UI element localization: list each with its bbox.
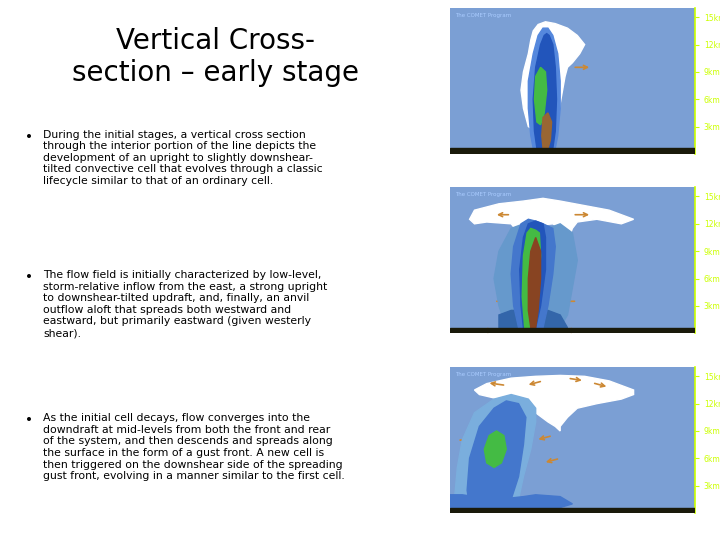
Text: The COMET Program: The COMET Program bbox=[455, 12, 511, 18]
Text: The COMET Program: The COMET Program bbox=[455, 372, 511, 377]
Polygon shape bbox=[534, 33, 557, 148]
Polygon shape bbox=[469, 198, 634, 242]
Polygon shape bbox=[455, 395, 536, 508]
Text: •: • bbox=[25, 270, 33, 284]
Text: As the initial cell decays, flow converges into the
downdraft at mid-levels from: As the initial cell decays, flow converg… bbox=[43, 413, 345, 481]
Polygon shape bbox=[528, 28, 560, 148]
Polygon shape bbox=[474, 375, 634, 431]
Text: The flow field is initially characterized by low-level,
storm-relative inflow fr: The flow field is initially characterize… bbox=[43, 270, 328, 338]
Polygon shape bbox=[522, 228, 541, 328]
Polygon shape bbox=[485, 431, 506, 468]
Polygon shape bbox=[511, 219, 555, 328]
Text: During the initial stages, a vertical cross section
through the interior portion: During the initial stages, a vertical cr… bbox=[43, 130, 323, 186]
Polygon shape bbox=[450, 495, 572, 508]
Text: Vertical Cross-
section – early stage: Vertical Cross- section – early stage bbox=[73, 27, 359, 87]
Text: •: • bbox=[25, 413, 33, 427]
Polygon shape bbox=[494, 224, 577, 328]
Polygon shape bbox=[520, 221, 546, 328]
Bar bbox=[450, 148, 695, 154]
Bar bbox=[450, 508, 695, 513]
Text: •: • bbox=[25, 130, 33, 144]
Polygon shape bbox=[528, 238, 541, 328]
Polygon shape bbox=[534, 68, 546, 125]
Polygon shape bbox=[499, 310, 567, 328]
Polygon shape bbox=[521, 22, 585, 131]
Polygon shape bbox=[542, 113, 552, 148]
Polygon shape bbox=[467, 401, 526, 508]
Bar bbox=[450, 328, 695, 333]
Text: The COMET Program: The COMET Program bbox=[455, 192, 511, 197]
